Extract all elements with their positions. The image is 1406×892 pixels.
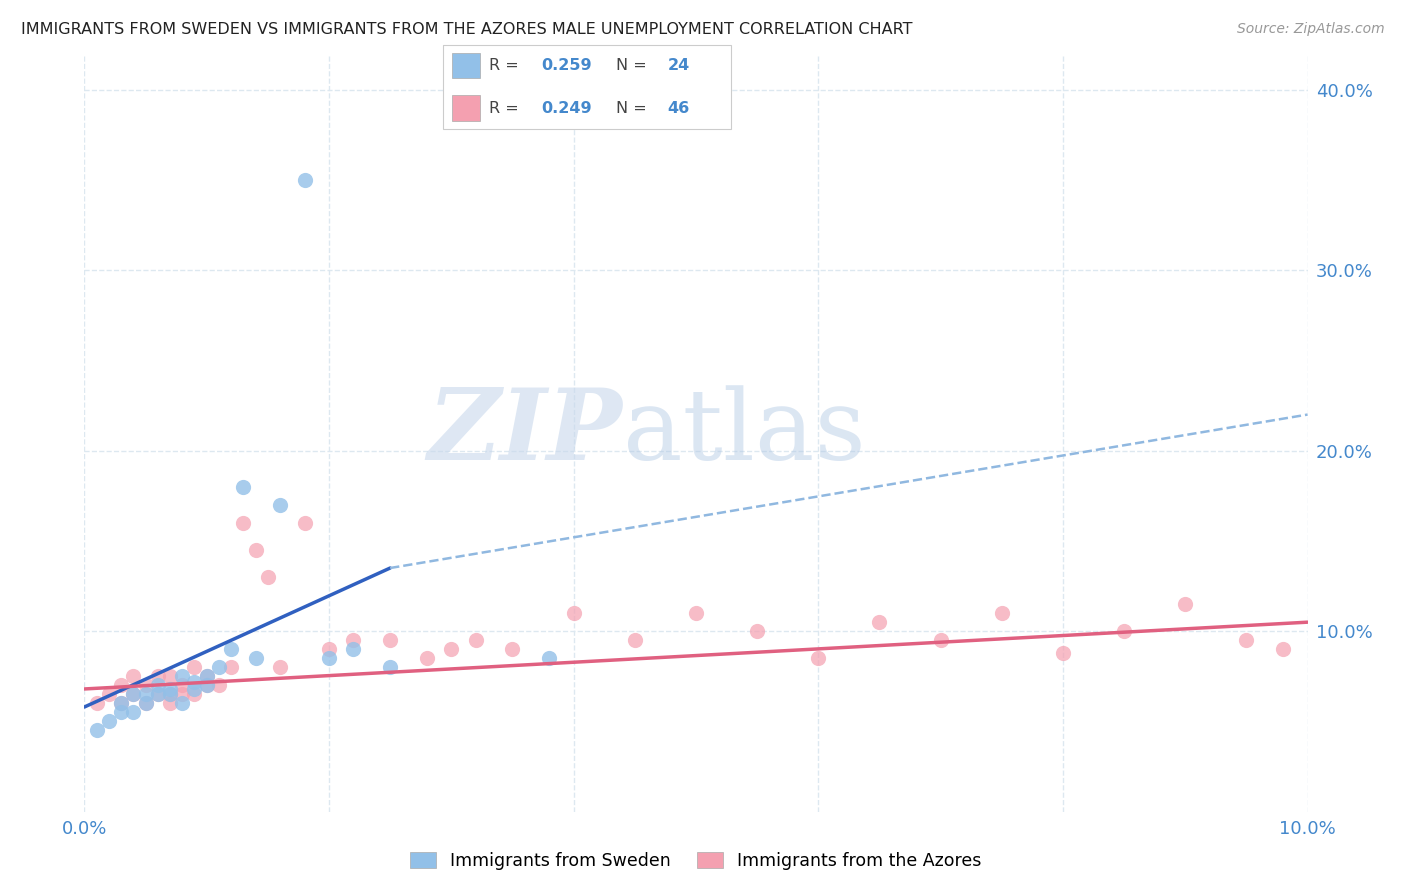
- Point: [929, 633, 952, 648]
- Point: [624, 633, 647, 648]
- Text: N =: N =: [616, 101, 652, 116]
- Point: [416, 651, 439, 665]
- Point: [195, 669, 218, 683]
- Point: [269, 660, 291, 674]
- Point: [86, 723, 108, 738]
- FancyBboxPatch shape: [451, 95, 481, 120]
- Point: [342, 633, 364, 648]
- Point: [195, 678, 218, 692]
- Point: [440, 642, 463, 657]
- Point: [502, 642, 524, 657]
- Point: [1114, 624, 1136, 639]
- Text: 0.259: 0.259: [541, 58, 592, 73]
- Point: [869, 615, 891, 630]
- Text: IMMIGRANTS FROM SWEDEN VS IMMIGRANTS FROM THE AZORES MALE UNEMPLOYMENT CORRELATI: IMMIGRANTS FROM SWEDEN VS IMMIGRANTS FRO…: [21, 22, 912, 37]
- Point: [159, 697, 181, 711]
- Text: Source: ZipAtlas.com: Source: ZipAtlas.com: [1237, 22, 1385, 37]
- Legend: Immigrants from Sweden, Immigrants from the Azores: Immigrants from Sweden, Immigrants from …: [402, 844, 990, 879]
- Point: [172, 687, 194, 701]
- Point: [208, 660, 231, 674]
- Point: [219, 642, 242, 657]
- Point: [294, 173, 316, 187]
- Point: [122, 687, 145, 701]
- Point: [747, 624, 769, 639]
- Point: [342, 642, 364, 657]
- Point: [146, 687, 169, 701]
- Point: [97, 714, 120, 729]
- Point: [1052, 646, 1074, 660]
- Point: [183, 681, 205, 696]
- Point: [86, 697, 108, 711]
- Point: [110, 706, 132, 720]
- Point: [195, 669, 218, 683]
- Point: [159, 681, 181, 696]
- Point: [991, 606, 1014, 620]
- Point: [183, 674, 205, 689]
- Point: [245, 651, 267, 665]
- Point: [146, 678, 169, 692]
- Point: [380, 660, 402, 674]
- Point: [685, 606, 707, 620]
- Text: N =: N =: [616, 58, 652, 73]
- Text: 24: 24: [668, 58, 690, 73]
- FancyBboxPatch shape: [443, 45, 731, 129]
- Point: [562, 606, 585, 620]
- Point: [1236, 633, 1258, 648]
- Text: ZIP: ZIP: [427, 384, 623, 481]
- Point: [146, 669, 169, 683]
- Text: 46: 46: [668, 101, 690, 116]
- Point: [172, 669, 194, 683]
- Point: [208, 678, 231, 692]
- Text: R =: R =: [489, 58, 524, 73]
- Text: R =: R =: [489, 101, 524, 116]
- Point: [122, 706, 145, 720]
- Point: [110, 697, 132, 711]
- Point: [232, 516, 254, 530]
- Point: [195, 678, 218, 692]
- Point: [318, 642, 340, 657]
- Point: [110, 697, 132, 711]
- Point: [464, 633, 486, 648]
- Point: [294, 516, 316, 530]
- Point: [318, 651, 340, 665]
- Point: [538, 651, 561, 665]
- Text: 0.249: 0.249: [541, 101, 592, 116]
- FancyBboxPatch shape: [451, 54, 481, 78]
- Point: [172, 678, 194, 692]
- Point: [135, 678, 157, 692]
- Point: [1272, 642, 1295, 657]
- Point: [122, 669, 145, 683]
- Point: [159, 687, 181, 701]
- Point: [122, 687, 145, 701]
- Point: [172, 697, 194, 711]
- Point: [232, 480, 254, 494]
- Point: [380, 633, 402, 648]
- Point: [257, 570, 280, 584]
- Point: [146, 687, 169, 701]
- Point: [97, 687, 120, 701]
- Point: [135, 697, 157, 711]
- Point: [807, 651, 830, 665]
- Point: [183, 687, 205, 701]
- Point: [110, 678, 132, 692]
- Point: [159, 687, 181, 701]
- Point: [135, 697, 157, 711]
- Point: [135, 687, 157, 701]
- Point: [159, 669, 181, 683]
- Point: [269, 498, 291, 512]
- Point: [245, 543, 267, 558]
- Point: [219, 660, 242, 674]
- Text: atlas: atlas: [623, 384, 865, 481]
- Point: [1174, 597, 1197, 611]
- Point: [183, 660, 205, 674]
